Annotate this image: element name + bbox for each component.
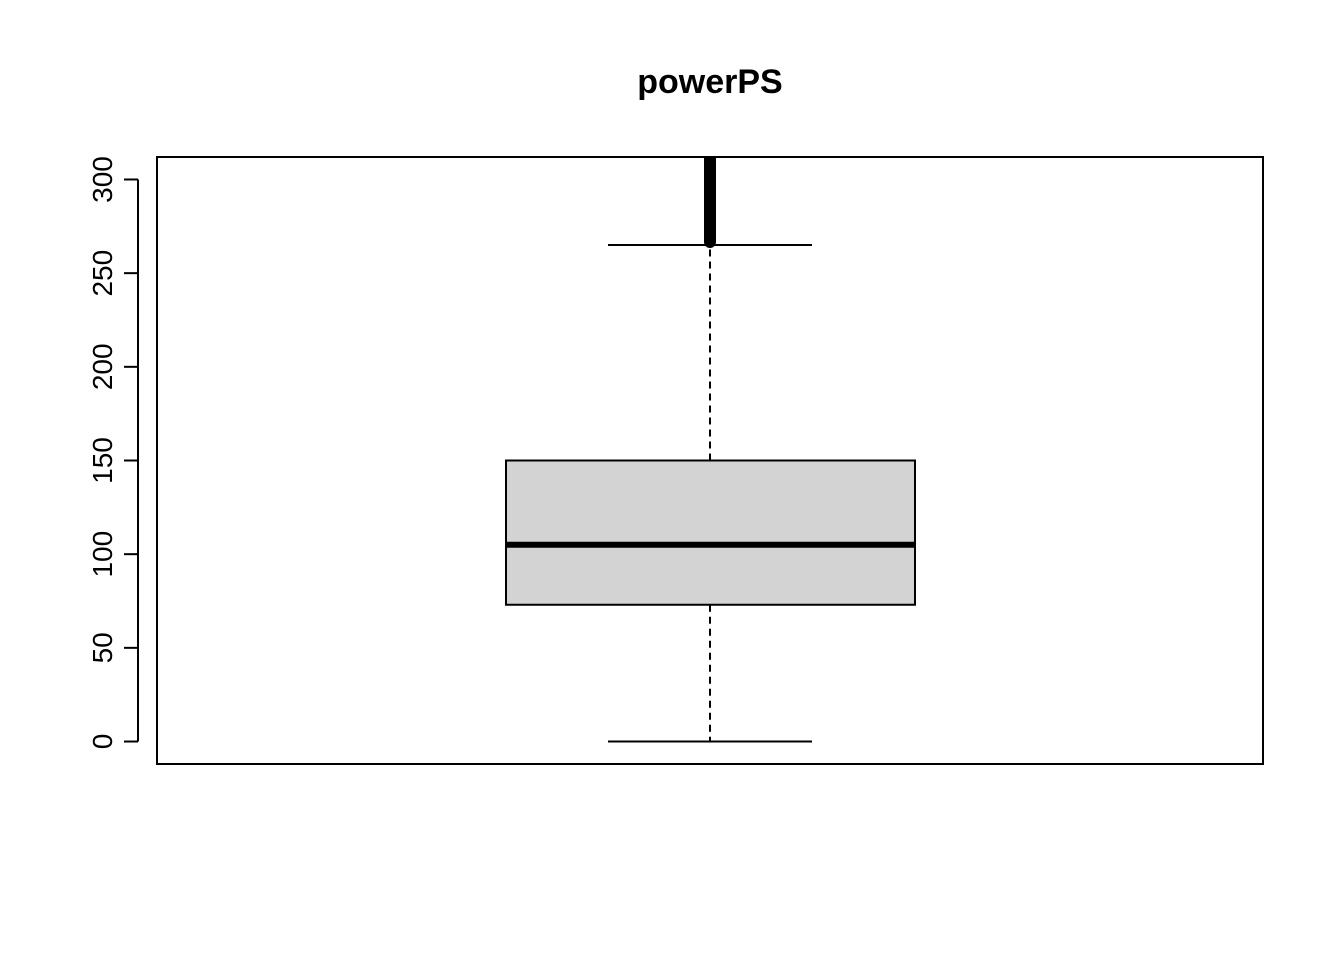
- y-tick-label: 0: [87, 734, 118, 750]
- y-tick-label: 200: [87, 343, 118, 390]
- chart-title: powerPS: [637, 63, 782, 101]
- y-tick-label: 150: [87, 437, 118, 484]
- y-axis: 0 50 100 150 200 250 300: [87, 156, 139, 750]
- outlier-point: [704, 236, 716, 249]
- y-tick-label: 300: [87, 156, 118, 203]
- y-tick-label: 250: [87, 250, 118, 297]
- y-tick-label: 100: [87, 531, 118, 578]
- y-tick-label: 50: [87, 632, 118, 663]
- box-group: [505, 157, 916, 743]
- iqr-box: [505, 459, 916, 606]
